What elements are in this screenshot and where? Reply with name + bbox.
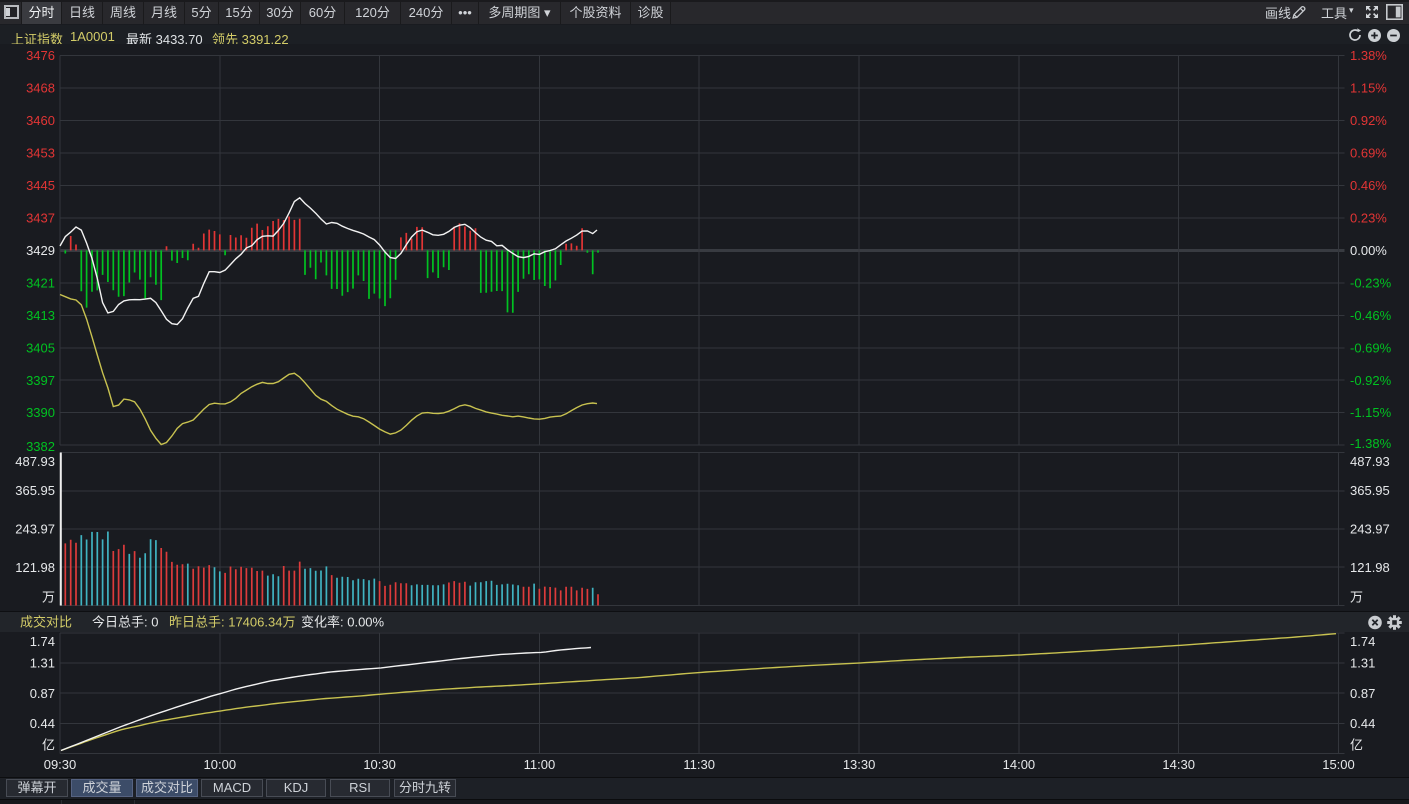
svg-text:-0.23%: -0.23% [1350,275,1392,290]
svg-text:今日总手: 0: 今日总手: 0 [92,615,158,630]
svg-text:0.23%: 0.23% [1350,210,1387,225]
svg-text:1.15%: 1.15% [1350,81,1387,96]
svg-text:1.31: 1.31 [1350,656,1375,671]
svg-text:3429: 3429 [26,243,55,258]
svg-text:3397: 3397 [26,373,55,388]
svg-text:365.95: 365.95 [1350,483,1390,498]
svg-text:0.44: 0.44 [30,716,55,731]
svg-text:亿: 亿 [42,738,55,753]
svg-text:1.74: 1.74 [30,634,55,649]
svg-text:243.97: 243.97 [15,522,55,537]
svg-text:0.87: 0.87 [1350,686,1375,701]
svg-text:0.69%: 0.69% [1350,145,1387,160]
svg-text:365.95: 365.95 [15,483,55,498]
svg-text:变化率: 0.00%: 变化率: 0.00% [301,615,385,630]
svg-text:亿: 亿 [1350,738,1363,753]
svg-text:3437: 3437 [26,210,55,225]
svg-text:10:30: 10:30 [363,757,396,772]
svg-text:-1.38%: -1.38% [1350,436,1392,451]
svg-text:1.74: 1.74 [1350,634,1375,649]
svg-text:0.46%: 0.46% [1350,178,1387,193]
svg-text:11:30: 11:30 [683,757,715,772]
svg-text:3413: 3413 [26,308,55,323]
svg-text:13:30: 13:30 [843,757,876,772]
svg-text:万: 万 [1350,590,1363,605]
svg-text:3445: 3445 [26,178,55,193]
svg-text:3453: 3453 [26,145,55,160]
svg-text:1.31: 1.31 [30,656,55,671]
svg-text:0.00%: 0.00% [1350,243,1387,258]
svg-text:成交对比: 成交对比 [20,615,72,630]
svg-text:万: 万 [42,590,55,605]
svg-text:121.98: 121.98 [15,560,55,575]
svg-text:487.93: 487.93 [1350,454,1390,469]
svg-text:15:00: 15:00 [1322,757,1355,772]
svg-text:11:00: 11:00 [524,757,556,772]
svg-text:10:00: 10:00 [204,757,237,772]
svg-text:487.93: 487.93 [15,454,55,469]
svg-text:3468: 3468 [26,81,55,96]
svg-text:3382: 3382 [26,439,55,454]
svg-text:14:30: 14:30 [1162,757,1195,772]
svg-text:09:30: 09:30 [44,757,77,772]
svg-text:3460: 3460 [26,113,55,128]
svg-text:0.44: 0.44 [1350,716,1375,731]
svg-text:-0.92%: -0.92% [1350,373,1392,388]
svg-text:121.98: 121.98 [1350,560,1390,575]
svg-text:0.92%: 0.92% [1350,113,1387,128]
svg-text:3476: 3476 [26,48,55,63]
svg-text:14:00: 14:00 [1003,757,1036,772]
svg-text:3405: 3405 [26,340,55,355]
svg-text:243.97: 243.97 [1350,522,1390,537]
svg-text:3421: 3421 [26,275,55,290]
svg-text:-0.46%: -0.46% [1350,308,1392,323]
svg-text:1.38%: 1.38% [1350,48,1387,63]
svg-text:0.87: 0.87 [30,686,55,701]
svg-text:3390: 3390 [26,405,55,420]
svg-text:-1.15%: -1.15% [1350,405,1392,420]
svg-text:昨日总手: 17406.34万: 昨日总手: 17406.34万 [169,615,295,630]
svg-text:-0.69%: -0.69% [1350,340,1392,355]
